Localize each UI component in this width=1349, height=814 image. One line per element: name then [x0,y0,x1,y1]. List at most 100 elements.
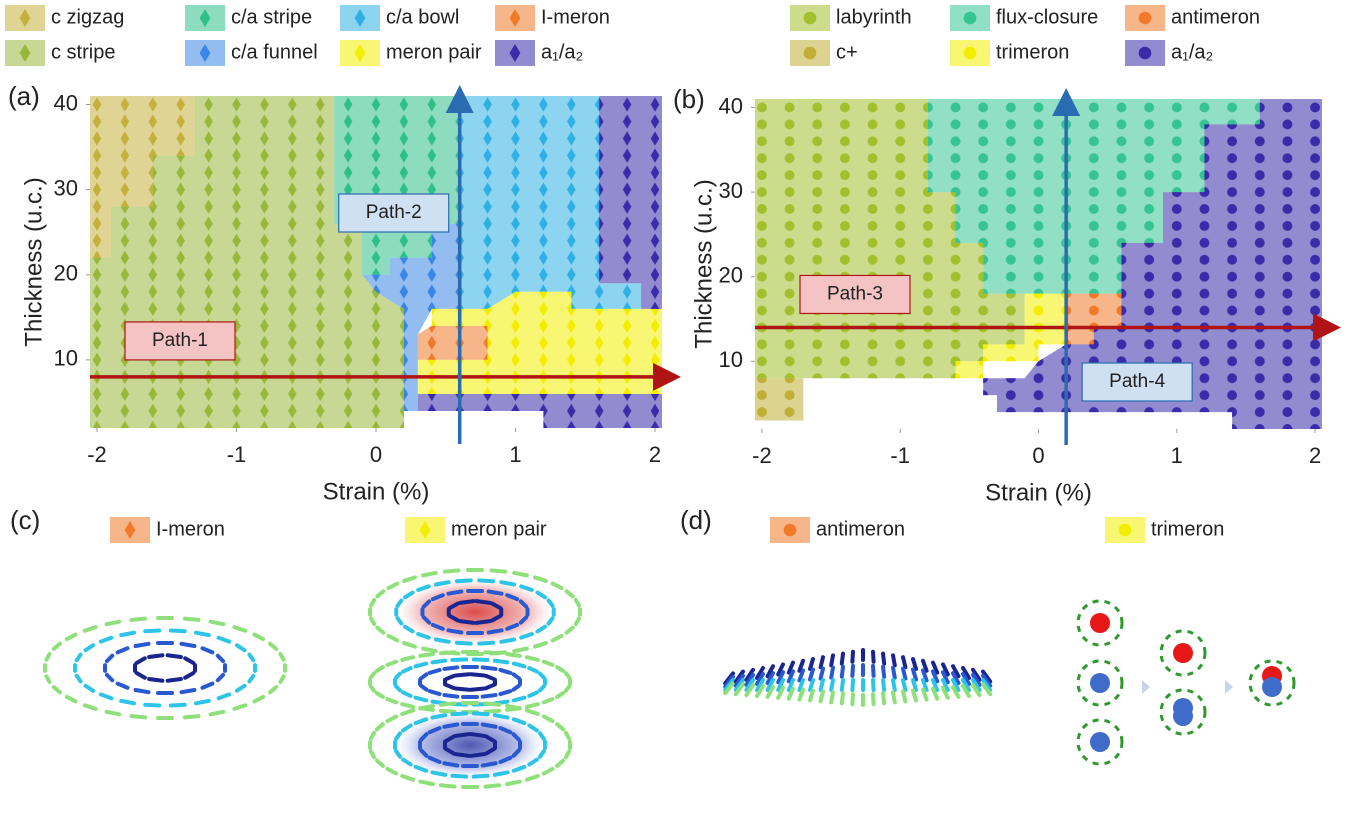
spin-arrow [371,600,374,605]
spin-arrow [460,601,473,603]
spin-arrow [389,636,398,640]
spin-arrow [566,673,569,677]
spin-arrow [448,592,461,594]
legend-label: antimeron [1171,6,1260,28]
spin-arrow [171,630,185,631]
spin-arrow [852,694,853,704]
spin-arrow [444,763,457,765]
region-markers [755,378,803,420]
spin-arrow [377,724,383,729]
spin-arrow [485,652,499,653]
chain-column [1078,601,1122,645]
spin-arrow [501,639,514,641]
legend-label: c+ [836,41,858,63]
spin-arrow [456,734,469,736]
spin-arrow [495,772,508,774]
legend-marker [964,47,977,60]
spin-arrow [842,654,843,664]
spin-arrow [432,661,445,663]
spin-arrow [852,652,853,662]
spin-arrow [403,692,411,696]
spin-arrow [567,628,573,633]
x-axis-title: Strain (%) [985,479,1092,506]
spin-arrow [445,570,459,571]
spin-arrow [540,674,544,678]
spin-arrow [234,627,245,631]
spin-arrow [821,680,823,690]
spin-arrow [137,673,145,678]
chain-column [1078,720,1122,764]
spin-arrow [85,705,96,709]
spin-arrow [67,635,76,640]
spin-arrow [219,694,230,698]
spin-arrow [821,669,823,679]
spin-arrow [107,656,112,661]
spin-arrow [436,582,449,584]
spin-arrow [54,687,60,692]
spin-arrow [529,692,537,696]
spin-arrow [903,669,905,679]
spin-arrow [810,680,813,690]
spin-arrow [474,776,488,777]
spin-arrow [420,654,433,656]
path-label: Path-4 [1109,371,1165,392]
spin-arrow [557,667,563,671]
spin-arrow [576,600,579,605]
spin-arrow [476,621,489,623]
legend-label: trimeron [996,41,1069,63]
spin-arrow [377,628,383,633]
spin-arrow [237,645,245,650]
spin-arrow [249,655,253,661]
spin-arrow [557,693,563,697]
spin-arrow [873,666,874,676]
spin-arrow [883,693,884,703]
y-tick-label: 30 [719,178,743,203]
spin-arrow [54,644,60,649]
spin-arrow [280,676,283,682]
spin-arrow [842,680,843,690]
panel-label: (a) [8,81,40,111]
spin-arrow [852,680,853,690]
spin-arrow [211,622,224,625]
spin-arrow [121,633,134,635]
spin-arrow [202,684,212,688]
spin-arrow [432,715,445,717]
spin-arrow [903,691,905,701]
spin-arrow [566,733,569,739]
spin-arrow [500,691,510,694]
spin-arrow [402,776,413,780]
spin-arrow [486,685,494,688]
spin-arrow [873,680,874,690]
legend-marker [1139,12,1152,25]
spin-arrow [527,704,538,707]
panel-label: (b) [673,84,705,114]
spin-arrow [485,785,499,786]
spin-arrow [377,693,383,697]
spin-arrow [118,648,128,652]
spin-arrow [136,644,149,646]
spin-arrow [446,685,454,688]
spin-arrow [903,657,905,667]
spin-arrow [136,690,149,692]
spin-arrow [168,655,181,657]
y-tick-label: 40 [54,90,78,115]
y-axis-title: Thickness (u.c.) [20,177,47,346]
spin-arrow [67,697,76,702]
spin-arrow [377,761,383,766]
panel-label: (d) [680,505,712,535]
spin-arrow [831,668,833,678]
legend-label: meron pair [386,41,482,63]
spin-arrow [500,670,510,673]
spin-arrow [270,644,276,649]
chain-column [1161,631,1205,675]
y-tick-label: 30 [54,175,78,200]
legend-label: meron pair [451,518,547,540]
step-arrow [1225,680,1233,694]
spin-arrow [567,591,573,596]
spin-arrow [514,573,527,575]
legend-label: c/a funnel [231,41,318,63]
spin-arrow [831,680,833,690]
spin-arrow [527,776,538,780]
spin-arrow [529,668,537,672]
spin-arrow [402,657,413,660]
